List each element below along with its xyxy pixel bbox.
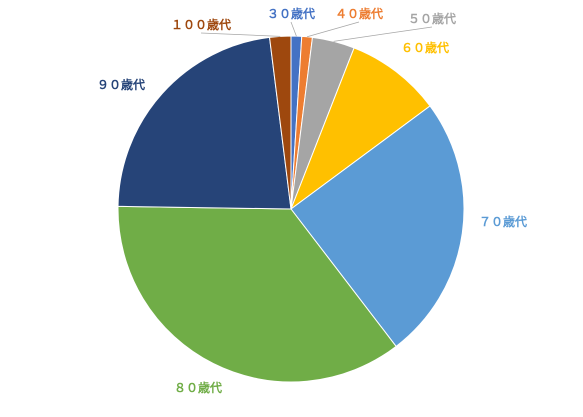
slice-label-1: ３０歳代 xyxy=(267,6,315,21)
slice-label-4: ６０歳代 xyxy=(401,40,449,55)
slice-label-5: ７０歳代 xyxy=(479,214,527,229)
slice-label-2: ４０歳代 xyxy=(335,6,383,21)
slice-label-3: ５０歳代 xyxy=(408,11,456,26)
pie-slice-8 xyxy=(268,35,292,210)
slice-label-8: １００歳代 xyxy=(171,17,231,32)
leader-line-2 xyxy=(307,21,360,38)
slice-label-6: ８０歳代 xyxy=(174,380,222,395)
leader-line-8 xyxy=(200,32,281,37)
pie-slice-6 xyxy=(117,205,397,383)
pie-slice-4 xyxy=(289,47,431,211)
leader-lines xyxy=(200,21,433,42)
leader-line-3 xyxy=(333,26,433,42)
pie-slices xyxy=(117,35,465,383)
pie-slice-7 xyxy=(117,36,292,210)
pie-slice-5 xyxy=(290,105,465,348)
slice-label-7: ９０歳代 xyxy=(97,77,145,92)
slice-labels: ３０歳代 ４０歳代 ５０歳代 ６０歳代 ７０歳代 ８０歳代 ９０歳代 １００歳代 xyxy=(97,6,527,395)
leader-line-1 xyxy=(290,21,297,37)
